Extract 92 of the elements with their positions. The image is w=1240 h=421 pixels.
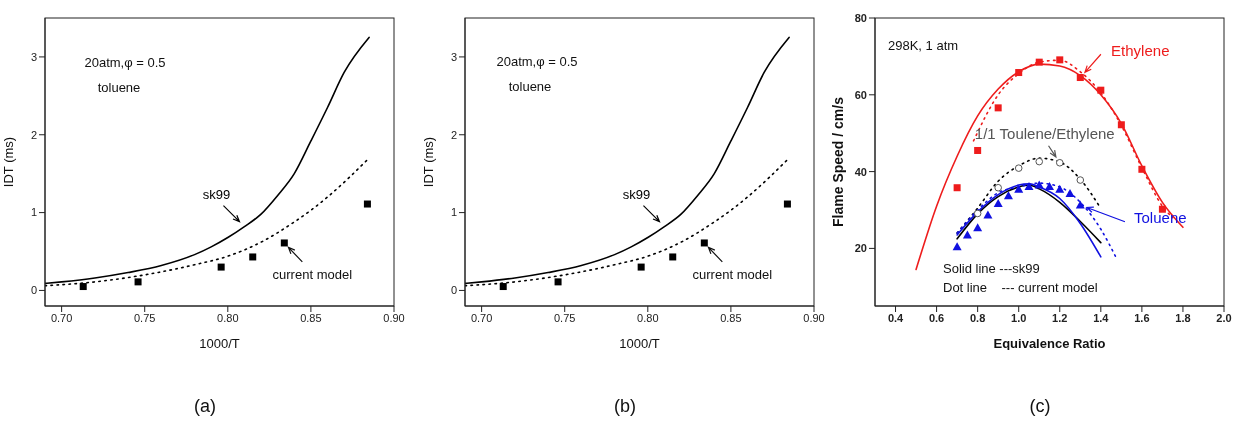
x-tick-label: 1.6 <box>1134 311 1150 324</box>
series-label: Ethylene <box>1111 41 1170 59</box>
x-tick-label: 0.80 <box>217 311 239 324</box>
point <box>700 239 708 247</box>
point <box>217 263 225 271</box>
x-tick-label: 0.4 <box>887 311 905 324</box>
point <box>134 278 142 286</box>
x-tick-label: 0.8 <box>970 311 986 324</box>
y-tick-label: 1 <box>450 206 457 219</box>
annotation: 20atm,φ = 0.5 <box>84 55 166 70</box>
annotation: current model <box>272 266 353 282</box>
point <box>363 200 371 208</box>
x-tick-label: 1.2 <box>1052 311 1068 324</box>
point <box>1014 164 1023 172</box>
point <box>952 242 962 251</box>
point <box>280 239 288 247</box>
x-tick-label: 0.75 <box>554 311 576 324</box>
x-tick-label: 1.8 <box>1175 311 1191 324</box>
text: (c) <box>1029 396 1051 416</box>
y-tick-label: 0 <box>450 284 457 297</box>
point <box>1065 188 1075 197</box>
point <box>1055 184 1065 193</box>
y-tick-label: 3 <box>30 50 37 63</box>
x-axis-title: 1000/T <box>199 336 240 351</box>
text: sk99 <box>622 186 651 202</box>
point <box>1045 182 1054 191</box>
y-tick-label: 20 <box>854 242 867 255</box>
x-tick-label: 0.80 <box>637 311 659 324</box>
point <box>1075 200 1085 209</box>
x-tick-label: 1.4 <box>1093 311 1110 324</box>
point <box>994 183 1002 192</box>
x-axis-title: Equivalence Ratio <box>993 336 1106 351</box>
y-tick-label: 80 <box>854 11 867 24</box>
x-tick-label: 0.6 <box>928 311 945 324</box>
series-label: 1/1 Toulene/Ethylene <box>974 124 1115 142</box>
x-tick-label: 0.90 <box>803 311 825 324</box>
point <box>994 104 1002 112</box>
y-tick-label: 1 <box>30 206 37 219</box>
point <box>637 263 645 271</box>
x-tick-label: 0.75 <box>134 311 156 324</box>
point <box>1015 69 1023 77</box>
point <box>973 223 983 232</box>
annotation: 298K, 1 atm <box>888 38 959 53</box>
annotation: Solid line ---sk99 <box>943 261 1040 276</box>
point <box>1076 74 1084 82</box>
point <box>1117 121 1125 129</box>
annotation: toluene <box>97 80 141 95</box>
y-tick-label: 2 <box>30 128 37 141</box>
point <box>1014 184 1024 193</box>
point <box>1035 58 1043 66</box>
x-tick-label: 0.85 <box>300 311 322 324</box>
point <box>554 278 562 286</box>
x-tick-label: 1.0 <box>1011 311 1027 324</box>
annotation: toluene <box>508 79 552 94</box>
x-tick-label: 0.70 <box>470 311 493 324</box>
x-tick-label: 0.90 <box>383 311 405 324</box>
point <box>1138 165 1146 173</box>
point <box>1056 56 1064 64</box>
y-tick-label: 0 <box>30 284 37 297</box>
point <box>1076 176 1085 184</box>
point <box>973 209 982 218</box>
point <box>79 283 87 291</box>
x-tick-label: 0.70 <box>50 311 73 324</box>
point <box>249 253 257 261</box>
point <box>669 253 677 261</box>
annotation: Dot line --- current model <box>943 280 1098 295</box>
y-tick-label: 2 <box>450 128 457 141</box>
point <box>974 146 982 154</box>
point <box>1024 182 1034 191</box>
text: (b) <box>614 396 636 416</box>
point <box>993 198 1003 207</box>
y-axis-title: IDT (ms) <box>421 136 436 188</box>
point <box>1055 158 1064 167</box>
x-tick-label: 0.85 <box>720 311 742 324</box>
y-tick-label: 40 <box>854 165 867 178</box>
annotation: 20atm,φ = 0.5 <box>496 54 578 69</box>
y-axis-title: Flame Speed / cm/s <box>830 96 846 227</box>
x-axis-title: 1000/T <box>619 336 660 351</box>
point <box>1035 157 1044 166</box>
text: sk99 <box>202 186 231 202</box>
point <box>1034 180 1044 189</box>
point <box>953 184 961 192</box>
point <box>499 283 507 291</box>
point <box>1003 191 1013 200</box>
y-tick-label: 60 <box>854 88 867 101</box>
y-tick-label: 3 <box>450 50 457 63</box>
text: (a) <box>194 396 216 416</box>
y-axis-title: IDT (ms) <box>1 136 16 188</box>
point <box>1097 86 1105 94</box>
x-tick-label: 2.0 <box>1216 311 1232 324</box>
point <box>783 200 791 208</box>
annotation: current model <box>692 266 773 282</box>
